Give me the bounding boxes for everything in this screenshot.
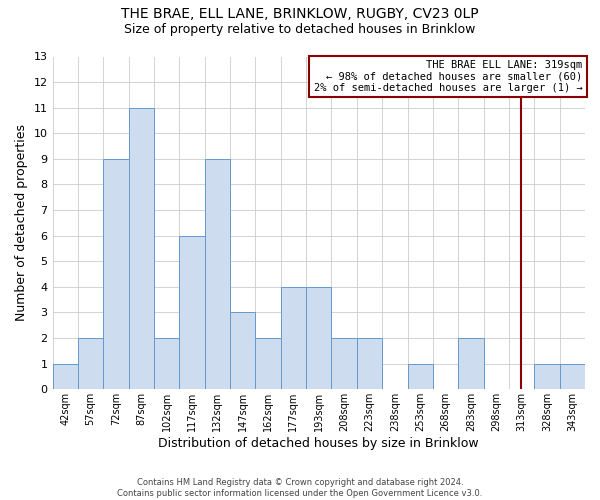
Bar bbox=[534, 364, 560, 390]
Bar bbox=[78, 338, 103, 390]
Bar bbox=[560, 364, 585, 390]
Bar bbox=[103, 159, 128, 390]
Bar bbox=[205, 159, 230, 390]
Text: Contains HM Land Registry data © Crown copyright and database right 2024.
Contai: Contains HM Land Registry data © Crown c… bbox=[118, 478, 482, 498]
Bar bbox=[357, 338, 382, 390]
Bar bbox=[179, 236, 205, 390]
Bar bbox=[407, 364, 433, 390]
Bar bbox=[128, 108, 154, 390]
Bar bbox=[53, 364, 78, 390]
Text: THE BRAE, ELL LANE, BRINKLOW, RUGBY, CV23 0LP: THE BRAE, ELL LANE, BRINKLOW, RUGBY, CV2… bbox=[121, 8, 479, 22]
Bar bbox=[256, 338, 281, 390]
Bar bbox=[154, 338, 179, 390]
Bar bbox=[281, 287, 306, 390]
Y-axis label: Number of detached properties: Number of detached properties bbox=[15, 124, 28, 322]
Bar bbox=[331, 338, 357, 390]
Bar bbox=[230, 312, 256, 390]
Text: Size of property relative to detached houses in Brinklow: Size of property relative to detached ho… bbox=[124, 22, 476, 36]
X-axis label: Distribution of detached houses by size in Brinklow: Distribution of detached houses by size … bbox=[158, 437, 479, 450]
Bar bbox=[306, 287, 331, 390]
Bar bbox=[458, 338, 484, 390]
Text: THE BRAE ELL LANE: 319sqm
← 98% of detached houses are smaller (60)
2% of semi-d: THE BRAE ELL LANE: 319sqm ← 98% of detac… bbox=[314, 60, 583, 93]
